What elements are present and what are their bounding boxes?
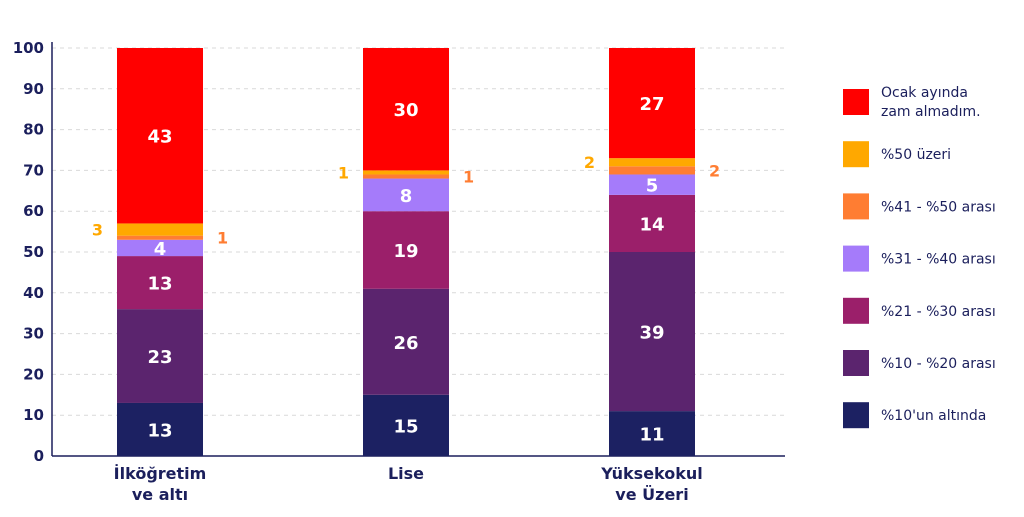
- bar-value-label: 8: [400, 186, 413, 207]
- y-tick-label: 30: [23, 325, 44, 343]
- bar-segment: [609, 174, 695, 195]
- y-tick-label: 100: [13, 39, 44, 57]
- legend-swatch: [843, 89, 869, 115]
- bar-segment: [609, 194, 695, 252]
- y-tick-label: 90: [23, 80, 44, 98]
- x-category-label: Yüksekokul: [600, 464, 703, 483]
- bar-value-label: 13: [147, 420, 172, 441]
- bar-segment: [609, 158, 695, 167]
- legend-swatch: [843, 141, 869, 168]
- bar-segment: [363, 174, 449, 179]
- bar-segment: [363, 48, 449, 171]
- y-tick-label: 50: [23, 243, 44, 261]
- bar-segment: [363, 178, 449, 212]
- bar-value-label: 13: [147, 274, 172, 295]
- legend-swatch: [843, 297, 869, 324]
- bar-value-label: 19: [393, 241, 418, 262]
- bar-value-label: 30: [393, 100, 418, 121]
- legend-label: %10 - %20 arası: [881, 356, 996, 372]
- bar-value-label: 4: [154, 239, 167, 260]
- legend-swatch: [843, 350, 869, 376]
- bar-value-label: 14: [639, 214, 664, 235]
- x-category-label: Lise: [388, 464, 424, 483]
- y-tick-label: 80: [23, 121, 44, 139]
- bar-value-label: 11: [639, 425, 664, 446]
- bar-segment: [117, 256, 203, 310]
- legend-label: zam almadım.: [881, 104, 981, 120]
- legend-label: %50 üzeri: [881, 147, 951, 163]
- legend-label: Ocak ayında: [881, 85, 968, 101]
- bar-value-label: 23: [147, 347, 172, 368]
- bar-segment: [609, 252, 695, 412]
- x-category-label: ve altı: [132, 485, 188, 504]
- bar-segment: [609, 411, 695, 456]
- bar-value-label-outside: 3: [92, 221, 103, 240]
- bar-value-label: 26: [393, 333, 418, 354]
- legend-label: %31 - %40 arası: [881, 252, 996, 268]
- bar-segment: [117, 309, 203, 403]
- bar-value-label: 5: [646, 176, 659, 197]
- bar-segment: [363, 394, 449, 456]
- bar-value-label: 43: [147, 127, 172, 148]
- legend-swatch: [843, 402, 869, 429]
- bar-segment: [117, 223, 203, 236]
- legend-swatch: [843, 245, 869, 272]
- legend-swatch: [843, 193, 869, 220]
- bar-value-label-outside: 1: [338, 163, 349, 182]
- legend-label: %21 - %30 arası: [881, 304, 996, 320]
- bar-value-label-outside: 1: [217, 229, 228, 248]
- y-tick-label: 10: [23, 406, 44, 424]
- bar-segment: [363, 170, 449, 175]
- bar-value-label-outside: 2: [709, 161, 720, 180]
- x-category-label: İlköğretim: [114, 464, 207, 483]
- bar-segment: [609, 48, 695, 159]
- bar-segment: [117, 239, 203, 257]
- y-tick-label: 20: [23, 365, 44, 383]
- y-tick-label: 0: [34, 447, 44, 465]
- bar-segment: [117, 48, 203, 224]
- bar-value-label: 15: [393, 416, 418, 437]
- bar-value-label-outside: 1: [463, 168, 474, 187]
- legend-label: %41 - %50 arası: [881, 199, 996, 215]
- x-category-label: ve Üzeri: [615, 485, 688, 504]
- bar-segment: [363, 211, 449, 289]
- bar-segment: [363, 288, 449, 395]
- y-tick-label: 60: [23, 202, 44, 220]
- bar-value-label: 27: [639, 94, 664, 115]
- bar-segment: [117, 235, 203, 240]
- y-tick-label: 40: [23, 284, 44, 302]
- bar-segment: [609, 166, 695, 175]
- bar-value-label-outside: 2: [584, 153, 595, 172]
- bar-value-label: 39: [639, 323, 664, 344]
- y-tick-label: 70: [23, 161, 44, 179]
- legend-label: %10'un altında: [881, 408, 986, 424]
- bar-segment: [117, 402, 203, 456]
